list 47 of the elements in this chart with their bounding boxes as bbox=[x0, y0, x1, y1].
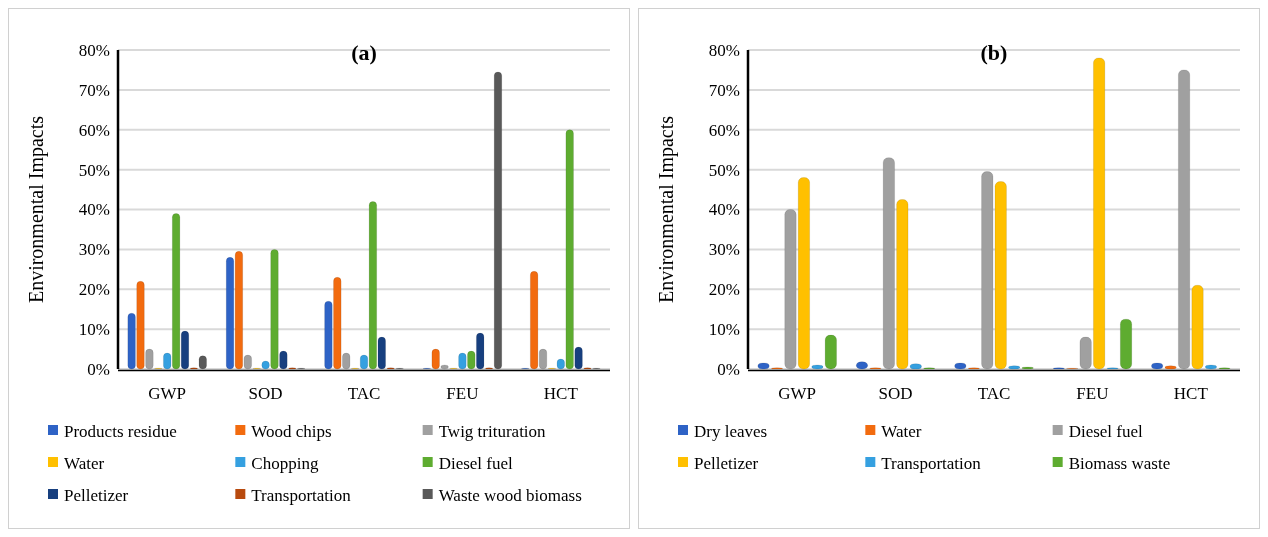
x-tick-label: GWP bbox=[148, 384, 187, 403]
legend-label: Pelletizer bbox=[694, 453, 759, 473]
y-tick-label: 80% bbox=[708, 40, 740, 60]
x-tick-label: HCT bbox=[543, 384, 579, 403]
y-tick-label: 30% bbox=[708, 240, 740, 260]
y-tick-label: 20% bbox=[78, 280, 110, 300]
y-tick-label: 70% bbox=[708, 80, 740, 100]
legend-label: Wood chips bbox=[251, 421, 332, 441]
x-tick-label: TAC bbox=[347, 384, 381, 403]
y-tick-label: 70% bbox=[78, 80, 110, 100]
legend-label: Chopping bbox=[251, 453, 319, 473]
y-tick-label: 40% bbox=[708, 200, 740, 220]
legend-label: Products residue bbox=[64, 421, 177, 441]
x-tick-label: SOD bbox=[248, 384, 283, 403]
y-tick-label: 10% bbox=[78, 320, 110, 340]
y-axis-title: Environmental Impacts bbox=[655, 115, 678, 304]
y-tick-label: 30% bbox=[78, 240, 110, 260]
legend-label: Diesel fuel bbox=[438, 453, 514, 473]
legend-label: Transportation bbox=[251, 485, 352, 505]
y-tick-label: 0% bbox=[717, 359, 740, 379]
y-tick-label: 50% bbox=[78, 160, 110, 180]
x-tick-label: GWP bbox=[778, 384, 817, 403]
legend-label: Diesel fuel bbox=[1068, 421, 1144, 441]
x-tick-label: FEU bbox=[446, 384, 479, 403]
chart-title: (a) bbox=[351, 39, 377, 65]
x-tick-label: HCT bbox=[1173, 384, 1209, 403]
y-tick-label: 60% bbox=[708, 120, 740, 140]
chart-title: (b) bbox=[980, 39, 1008, 65]
y-tick-label: 10% bbox=[708, 320, 740, 340]
legend-label: Pelletizer bbox=[64, 485, 129, 505]
legend-label: Twig trituration bbox=[438, 421, 547, 441]
legend-label: Transportation bbox=[881, 453, 982, 473]
legend-label: Dry leaves bbox=[694, 421, 768, 441]
legend-label: Biomass waste bbox=[1068, 453, 1171, 473]
legend-label: Water bbox=[881, 421, 922, 441]
y-tick-label: 80% bbox=[78, 40, 110, 60]
y-tick-label: 0% bbox=[87, 359, 110, 379]
y-tick-label: 60% bbox=[78, 120, 110, 140]
x-tick-label: TAC bbox=[977, 384, 1011, 403]
y-axis-title: Environmental Impacts bbox=[25, 115, 48, 304]
x-tick-label: SOD bbox=[878, 384, 913, 403]
y-tick-label: 20% bbox=[708, 280, 740, 300]
x-tick-label: FEU bbox=[1076, 384, 1109, 403]
y-tick-label: 40% bbox=[78, 200, 110, 220]
legend-label: Water bbox=[64, 453, 105, 473]
legend-label: Waste wood biomass bbox=[438, 485, 582, 505]
y-tick-label: 50% bbox=[708, 160, 740, 180]
